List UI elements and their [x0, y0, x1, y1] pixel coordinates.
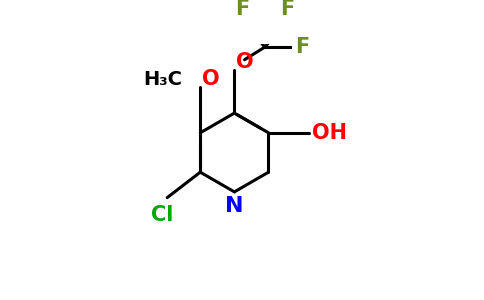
Text: N: N	[225, 196, 243, 216]
Text: OH: OH	[312, 123, 347, 143]
Text: Cl: Cl	[151, 205, 173, 225]
Text: F: F	[281, 0, 295, 19]
Text: O: O	[201, 69, 219, 89]
Text: F: F	[235, 0, 249, 19]
Text: F: F	[295, 37, 310, 57]
Text: O: O	[236, 52, 253, 72]
Text: H₃C: H₃C	[143, 70, 182, 89]
